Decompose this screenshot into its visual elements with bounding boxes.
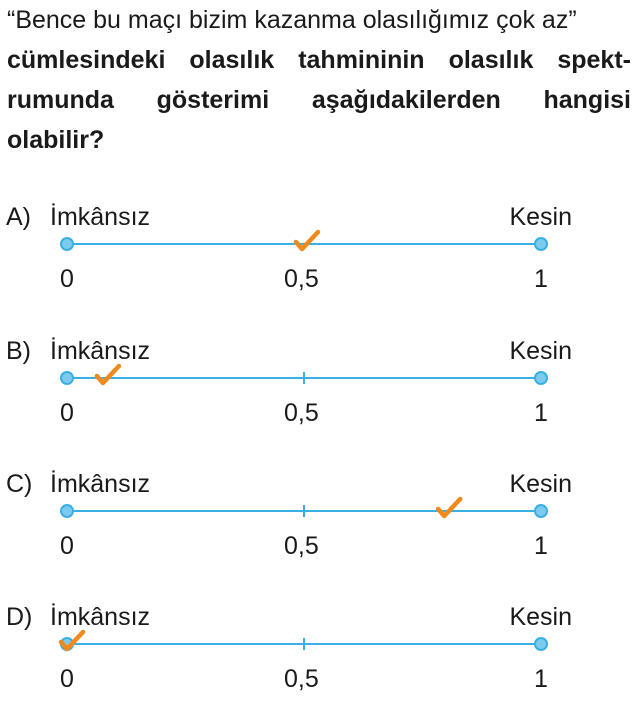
option-letter: D): [6, 603, 33, 631]
tick-label-one: 1: [534, 399, 548, 427]
tick-label-one: 1: [534, 665, 548, 693]
tick-label-half: 0,5: [284, 265, 319, 293]
tick-label-half: 0,5: [284, 399, 319, 427]
start-endpoint: [60, 504, 74, 518]
option-c[interactable]: C) İmkânsız Kesin 0 0,5 1: [0, 467, 638, 587]
option-letter: B): [6, 337, 31, 365]
question-line-1: cümlesindeki olasılık tahmininin olasılı…: [7, 46, 631, 74]
tick-label-zero: 0: [60, 532, 74, 560]
probability-spectrum: [60, 229, 548, 252]
start-endpoint: [60, 371, 74, 385]
tick-label-zero: 0: [60, 665, 74, 693]
probability-spectrum: [60, 363, 548, 386]
checkmark-icon: [435, 496, 463, 519]
end-endpoint: [534, 637, 548, 651]
certain-label: Kesin: [509, 470, 572, 498]
probability-spectrum: [58, 629, 548, 652]
certain-label: Kesin: [509, 337, 572, 365]
checkmark-icon: [58, 629, 86, 652]
impossible-label: İmkânsız: [50, 603, 151, 631]
checkmark-icon: [293, 229, 321, 252]
option-letter: A): [6, 203, 31, 231]
option-d[interactable]: D) İmkânsız Kesin 0 0,5 1: [0, 600, 638, 720]
tick-label-zero: 0: [60, 399, 74, 427]
tick-label-half: 0,5: [284, 532, 319, 560]
end-endpoint: [534, 237, 548, 251]
checkmark-icon: [94, 363, 122, 386]
question-intro: “Bence bu maçı bizim kazanma olasılığımı…: [7, 6, 577, 34]
tick-label-half: 0,5: [284, 665, 319, 693]
impossible-label: İmkânsız: [50, 470, 151, 498]
impossible-label: İmkânsız: [50, 203, 151, 231]
end-endpoint: [534, 371, 548, 385]
question-line-3: olabilir?: [7, 126, 105, 154]
option-b[interactable]: B) İmkânsız Kesin 0 0,5 1: [0, 334, 638, 454]
impossible-label: İmkânsız: [50, 337, 151, 365]
question-line-2: rumunda gösterimi aşağıdakilerden hangis…: [7, 86, 631, 114]
option-letter: C): [6, 470, 33, 498]
option-a[interactable]: A) İmkânsız Kesin 0 0,5 1: [0, 200, 638, 320]
start-endpoint: [60, 237, 74, 251]
probability-spectrum: [60, 496, 548, 519]
end-endpoint: [534, 504, 548, 518]
tick-label-one: 1: [534, 532, 548, 560]
tick-label-one: 1: [534, 265, 548, 293]
tick-label-zero: 0: [60, 265, 74, 293]
certain-label: Kesin: [509, 203, 572, 231]
certain-label: Kesin: [509, 603, 572, 631]
question-text: cümlesindeki olasılık tahmininin olasılı…: [7, 40, 631, 160]
